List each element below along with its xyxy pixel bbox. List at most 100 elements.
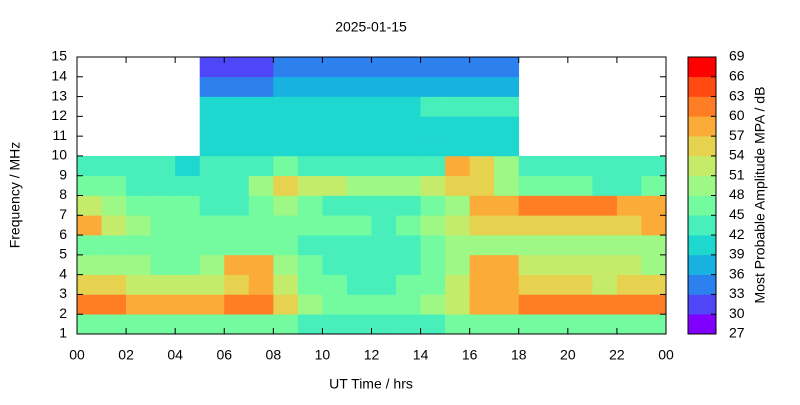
heat-cell: [150, 254, 176, 275]
heat-cell: [469, 294, 495, 315]
heat-cell: [445, 175, 470, 196]
heat-cell: [469, 254, 495, 275]
heat-cell: [616, 254, 642, 275]
heat-cell: [322, 235, 348, 256]
colorbar-tick-label: 48: [729, 186, 745, 202]
heat-cell: [346, 57, 372, 78]
heat-cell: [518, 155, 544, 177]
heat-cell: [494, 136, 520, 157]
heat-cell: [77, 195, 102, 216]
heat-cell: [567, 215, 593, 236]
heat-cell: [469, 116, 495, 137]
heat-cell: [371, 116, 397, 137]
heat-cell: [494, 195, 520, 216]
heat-cell: [199, 215, 225, 236]
heat-cell: [616, 314, 642, 335]
heat-cell: [175, 175, 201, 196]
colorbar-swatch: [688, 76, 716, 97]
heat-cell: [224, 195, 250, 216]
heat-cell: [297, 175, 323, 196]
heat-cell: [273, 314, 299, 335]
heat-cell: [420, 116, 446, 137]
colorbar-swatch: [688, 314, 716, 335]
heat-cell: [101, 314, 127, 335]
heat-cell: [371, 274, 397, 295]
colorbar-tick-label: 33: [729, 285, 745, 301]
heat-cell: [101, 175, 127, 196]
heat-cell: [224, 96, 250, 117]
heat-cell: [420, 175, 446, 196]
heat-cell: [494, 274, 520, 295]
heat-cell: [175, 155, 201, 177]
heat-cell: [469, 96, 495, 117]
heat-cell: [494, 314, 520, 335]
heat-cell: [371, 235, 397, 256]
x-tick-label: 14: [413, 347, 429, 363]
heat-cell: [641, 274, 667, 295]
x-tick-label: 22: [609, 347, 625, 363]
y-tick-label: 14: [51, 67, 67, 83]
heat-cell: [494, 254, 520, 275]
heat-cell: [224, 215, 250, 236]
x-tick-label: 12: [364, 347, 380, 363]
heat-cell: [396, 314, 421, 335]
heat-cell: [469, 175, 495, 196]
heat-cell: [101, 235, 127, 256]
colorbar-swatch: [688, 116, 716, 137]
heat-cell: [199, 175, 225, 196]
heat-cell: [592, 254, 618, 275]
heat-cell: [175, 235, 201, 256]
heat-cell: [248, 294, 274, 315]
heat-cell: [616, 195, 642, 216]
heat-cell: [518, 215, 544, 236]
heat-cell: [150, 235, 176, 256]
heat-cell: [322, 116, 348, 137]
heat-cell: [445, 215, 470, 236]
heat-cell: [445, 254, 470, 275]
heat-cell: [469, 274, 495, 295]
heat-cell: [420, 76, 446, 97]
heat-cell: [371, 195, 397, 216]
heat-cell: [543, 195, 569, 216]
x-tick-label: 10: [315, 347, 331, 363]
colorbar-swatch: [688, 254, 716, 275]
heat-cell: [494, 116, 520, 137]
heat-cell: [199, 254, 225, 275]
heat-cell: [518, 175, 544, 196]
heat-cell: [396, 274, 421, 295]
colorbar-label: Most Probable Amplitude MPA / dB: [752, 87, 768, 304]
heat-cell: [273, 96, 299, 117]
heat-cell: [77, 155, 102, 177]
heat-cell: [77, 235, 102, 256]
heat-cell: [469, 136, 495, 157]
heat-cell: [297, 254, 323, 275]
heat-cell: [297, 274, 323, 295]
heat-cell: [420, 294, 446, 315]
heat-cell: [77, 254, 102, 275]
heat-cell: [322, 155, 348, 177]
heat-cell: [371, 175, 397, 196]
heat-cell: [469, 314, 495, 335]
heat-cell: [77, 294, 102, 315]
heat-cell: [494, 57, 520, 78]
heat-cell: [126, 175, 151, 196]
heat-cell: [494, 294, 520, 315]
heat-cell: [518, 294, 544, 315]
x-tick-label: 00: [69, 347, 85, 363]
heat-cell: [396, 116, 421, 137]
heat-cell: [469, 76, 495, 97]
heat-cell: [543, 175, 569, 196]
heat-cell: [346, 235, 372, 256]
heat-cell: [371, 76, 397, 97]
heat-cell: [616, 274, 642, 295]
heat-cell: [224, 235, 250, 256]
heat-cell: [641, 155, 667, 177]
heat-cell: [297, 155, 323, 177]
heat-cell: [641, 314, 667, 335]
heat-cell: [150, 294, 176, 315]
y-tick-label: 9: [59, 166, 67, 182]
heat-cell: [248, 96, 274, 117]
heat-cell: [101, 294, 127, 315]
heat-cell: [248, 136, 274, 157]
heat-cell: [543, 215, 569, 236]
